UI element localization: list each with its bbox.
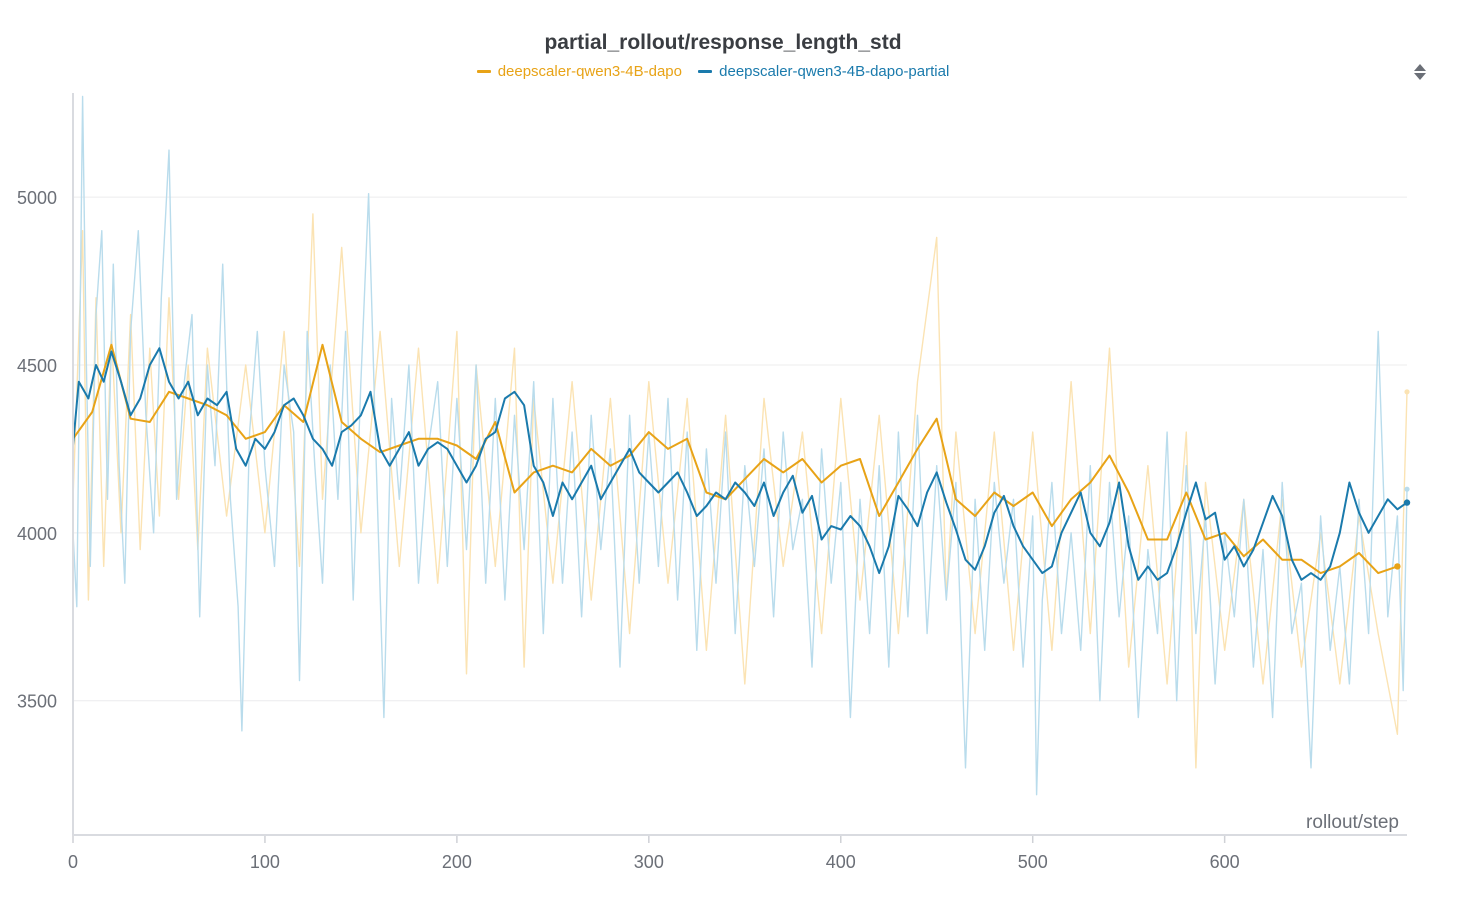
x-tick-label-0: 0: [68, 852, 78, 872]
y-tick-label-5000: 5000: [17, 188, 57, 208]
x-tick-label-400: 400: [826, 852, 856, 872]
legend: deepscaler-qwen3-4B-dapo deepscaler-qwen…: [0, 63, 1426, 80]
x-tick-label-600: 600: [1210, 852, 1240, 872]
y-tick-label-3500: 3500: [17, 692, 57, 712]
grid-lines: [73, 196, 1407, 702]
x-tick-label-300: 300: [634, 852, 664, 872]
axes: [72, 93, 1407, 843]
end-point-series-1: [1403, 499, 1411, 506]
legend-label-dapo: deepscaler-qwen3-4B-dapo: [497, 63, 682, 80]
legend-label-dapo-partial: deepscaler-qwen3-4B-dapo-partial: [719, 63, 950, 80]
raw-end-point-series-1: [1404, 486, 1410, 492]
legend-swatch-dapo-partial: [698, 69, 713, 73]
legend-item-dapo[interactable]: deepscaler-qwen3-4B-dapo: [476, 63, 682, 80]
chart-title: partial_rollout/response_length_std: [544, 31, 902, 54]
sort-toggle-icon[interactable]: [1413, 63, 1427, 81]
x-tick-label-200: 200: [442, 852, 472, 872]
smoothed-line-series-1: [72, 347, 1408, 581]
legend-item-dapo-partial[interactable]: deepscaler-qwen3-4B-dapo-partial: [698, 63, 949, 80]
raw-end-point-series-0: [1404, 389, 1410, 395]
raw-series-layer: [72, 95, 1410, 796]
raw-line-series-0: [72, 213, 1408, 769]
end-point-series-0: [1394, 563, 1401, 570]
raw-line-series-1: [72, 95, 1408, 796]
smoothed-series-layer: [72, 343, 1411, 581]
x-axis-label: rollout/step: [1306, 812, 1399, 833]
x-tick-label-500: 500: [1018, 852, 1048, 872]
x-tick-label-100: 100: [250, 852, 280, 872]
legend-swatch-dapo: [476, 69, 491, 73]
y-tick-label-4000: 4000: [17, 524, 57, 544]
y-tick-label-4500: 4500: [17, 356, 57, 376]
tick-labels: 3500 4000 4500 5000 0 100 200 300 400 500 600: [17, 188, 1240, 872]
smoothed-line-series-0: [72, 343, 1398, 575]
